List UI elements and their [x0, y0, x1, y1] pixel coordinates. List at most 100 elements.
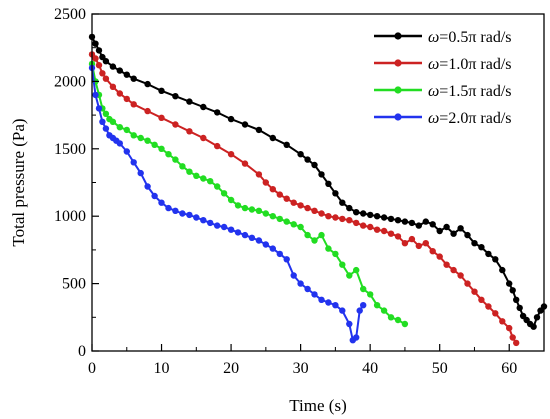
- series-4-point: [311, 291, 318, 298]
- series-2-point: [318, 210, 325, 217]
- series-3-line: [91, 63, 406, 325]
- series-3-point: [123, 126, 130, 134]
- ticks-layer: 0 10 20 30 40 50 60 0 500 1000 1500 2000 2500: [54, 6, 517, 377]
- series-2-point: [311, 207, 318, 214]
- series-1-point: [332, 190, 339, 197]
- series-2-point: [109, 83, 117, 91]
- x-tick-label: 40: [362, 360, 378, 377]
- x-axis-title: Time (s): [289, 396, 346, 415]
- series-4-point: [241, 231, 249, 239]
- series-3-point: [234, 202, 242, 209]
- series-1-point: [485, 250, 492, 258]
- series-2-point: [144, 107, 151, 115]
- legend-swatch-marker: [394, 113, 402, 121]
- legend-label: ω=2.0π rad/s: [428, 110, 512, 127]
- series-2-point: [290, 199, 297, 206]
- legend-label-text: =0.5π rad/s: [439, 29, 511, 46]
- series-4-point: [200, 217, 207, 224]
- series-2-point: [478, 296, 485, 303]
- series-3-point: [255, 207, 263, 214]
- series-3-point: [158, 145, 165, 152]
- series-4-point: [151, 192, 158, 200]
- series-1-point: [214, 109, 221, 116]
- series-1-point: [339, 199, 346, 206]
- series-2-point: [509, 334, 516, 341]
- series-2-point: [373, 226, 381, 233]
- series-2-point: [436, 253, 443, 260]
- series-4-point: [346, 320, 353, 328]
- series-3-point: [165, 151, 172, 158]
- series-1-point: [311, 161, 318, 169]
- series-3-point: [373, 302, 381, 309]
- series-2-point: [297, 202, 304, 209]
- series-1-point: [144, 80, 151, 88]
- series-2-point: [200, 134, 207, 142]
- series-1-point: [513, 296, 520, 303]
- y-tick-label: 0: [78, 343, 86, 360]
- legend-item-3: ω=1.5π rad/s: [374, 83, 512, 100]
- series-4-point: [360, 302, 367, 309]
- series-1-point: [422, 218, 429, 225]
- series-3-point: [186, 168, 193, 175]
- series-1-point: [318, 171, 325, 178]
- series-3-point: [387, 314, 395, 321]
- series-2-point: [130, 101, 137, 108]
- legend-label-text: =1.5π rad/s: [439, 83, 511, 100]
- series-3-point: [269, 213, 276, 220]
- series-1-point: [241, 121, 249, 128]
- series-4-point: [318, 296, 325, 303]
- series-1-point: [200, 103, 207, 111]
- series-2-point: [269, 186, 276, 193]
- series-2-point: [255, 171, 263, 178]
- y-tick-label: 1500: [54, 141, 86, 158]
- series-1-point: [297, 151, 304, 158]
- series-2-point: [367, 223, 374, 231]
- series-2-point: [360, 222, 367, 229]
- series-4-point: [283, 256, 290, 263]
- series-2-point: [387, 230, 395, 237]
- legend-label-text: =2.0π rad/s: [439, 110, 511, 127]
- series-2-point: [471, 288, 478, 295]
- series-4-point: [227, 226, 235, 233]
- legend-swatch-marker: [394, 59, 402, 67]
- y-tick-label: 1000: [54, 208, 86, 225]
- series-1-point: [499, 266, 506, 274]
- series-3-point: [325, 245, 332, 252]
- series-2-point: [401, 240, 409, 247]
- series-2-point: [172, 121, 179, 128]
- legend-label: ω=1.0π rad/s: [428, 56, 512, 73]
- legend-item-4: ω=2.0π rad/s: [374, 110, 512, 127]
- series-3-point: [380, 307, 388, 314]
- series-1-point: [269, 134, 276, 142]
- series-4-point: [186, 211, 193, 219]
- series-4-point: [123, 148, 130, 155]
- series-3-point: [220, 190, 228, 197]
- series-2-point: [450, 266, 457, 274]
- series-3-point: [137, 134, 144, 142]
- series-4-point: [165, 204, 172, 212]
- series-1-point: [158, 87, 165, 95]
- series-3-point: [394, 316, 402, 324]
- series-2-point: [485, 303, 492, 310]
- series-3-point: [346, 272, 353, 279]
- series-2-point: [408, 235, 416, 243]
- series-2-point: [304, 204, 311, 212]
- series-1-point: [95, 47, 103, 54]
- series-1-point: [401, 218, 409, 225]
- series-4-point: [137, 169, 144, 177]
- series-3-point: [353, 266, 360, 274]
- series-4-point: [102, 125, 110, 132]
- series-2-point: [227, 151, 235, 158]
- series-1-point: [415, 222, 422, 229]
- series-2-point: [123, 95, 130, 103]
- series-4-point: [255, 237, 263, 244]
- legend-swatch-marker: [394, 86, 402, 94]
- x-tick-label: 30: [293, 360, 309, 377]
- series-3-point: [360, 285, 367, 293]
- series-4-point: [116, 140, 124, 147]
- series-1-point: [436, 227, 443, 235]
- series-1-point: [492, 256, 499, 263]
- series-3-point: [297, 223, 304, 231]
- series-1-point: [443, 223, 450, 231]
- legend-label-symbol: ω: [428, 83, 439, 100]
